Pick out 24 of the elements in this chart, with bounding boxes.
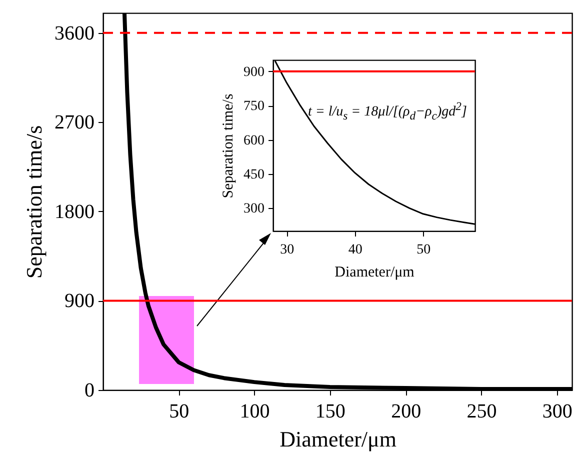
x-axis-title: Diameter/μm: [334, 264, 415, 280]
x-tick-label: 100: [240, 400, 270, 422]
x-tick-label: 40: [348, 242, 362, 258]
x-tick-label: 150: [315, 400, 346, 422]
y-tick-label: 300: [244, 202, 264, 217]
y-tick-label: 0: [84, 380, 94, 402]
y-tick-label: 450: [244, 168, 264, 182]
y-tick-label: 2700: [54, 112, 94, 134]
x-tick-label: 300: [542, 400, 572, 422]
y-tick-label: 3600: [54, 22, 94, 44]
y-tick-label: 600: [244, 133, 264, 148]
x-tick-label: 50: [169, 400, 190, 422]
y-tick-label: 900: [244, 64, 264, 80]
x-tick-label: 200: [391, 400, 422, 422]
x-tick-label: 50: [416, 242, 431, 258]
y-tick-label: 1800: [54, 200, 94, 223]
y-tick-label: 900: [64, 290, 94, 312]
y-axis-title: Separation time/s: [220, 94, 236, 198]
x-axis-title: Diameter/μm: [280, 426, 396, 452]
text: t = l/u$_{s}$ = 18μl/[(ρ$_{d}$−ρ$_{c}$)gd$^{2}$]: [308, 100, 467, 122]
x-tick-label: 250: [466, 400, 497, 422]
y-tick-label: 750: [244, 99, 264, 114]
y-axis-title: Separation time/s: [22, 125, 46, 279]
x-tick-label: 30: [280, 242, 294, 258]
